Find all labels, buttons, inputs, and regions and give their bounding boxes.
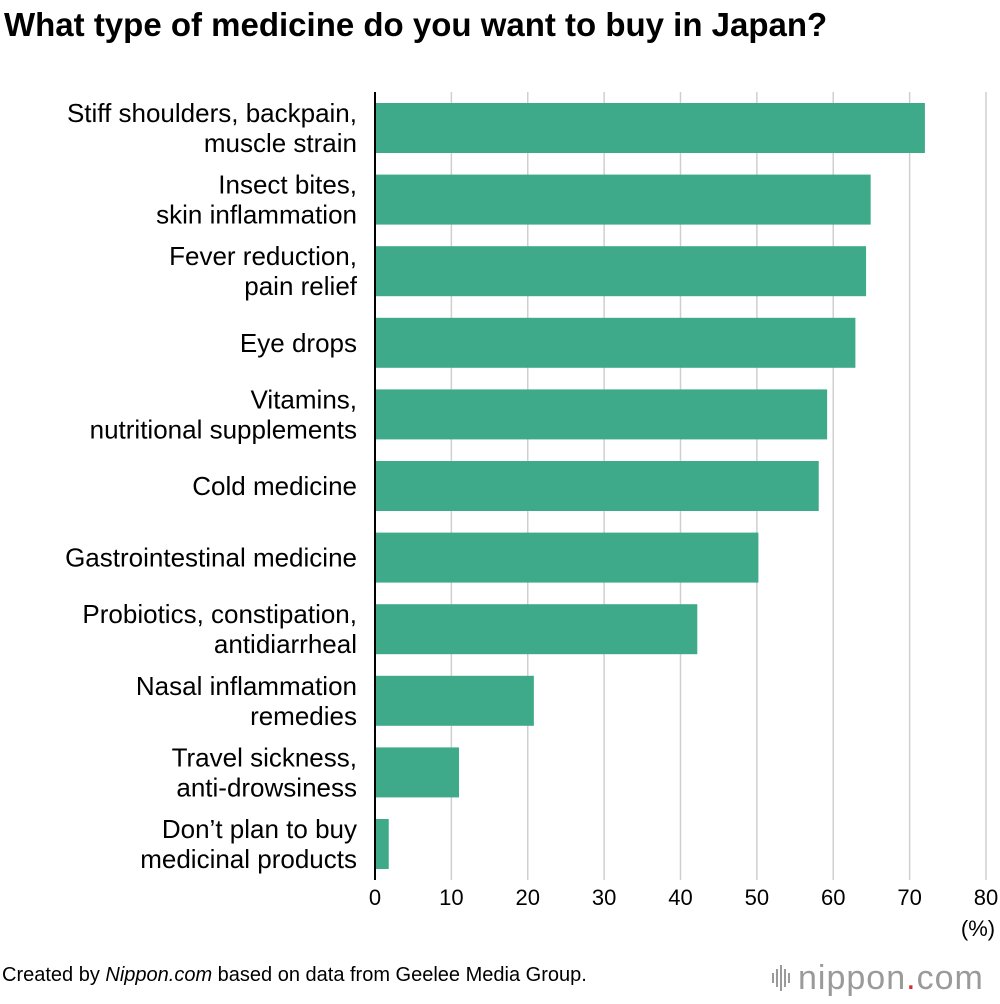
source-prefix: Created by	[2, 964, 106, 986]
logo-name: nippon	[798, 958, 907, 997]
category-label: Probiotics, constipation,	[82, 599, 357, 629]
x-tick-labels: 0 10 20 30 40 50 60 70 80	[369, 885, 998, 910]
nippon-logo: nippon.com	[772, 958, 998, 998]
bar	[375, 819, 389, 869]
category-label: skin inflammation	[156, 200, 357, 230]
category-label: Insect bites,	[218, 170, 357, 200]
category-label: remedies	[250, 701, 357, 731]
bar	[375, 747, 460, 798]
bar	[375, 675, 534, 726]
category-label: Don’t plan to buy	[162, 814, 357, 844]
source-note: Created by Nippon.com based on data from…	[2, 964, 587, 987]
x-tick-label: 60	[821, 885, 845, 910]
category-labels: Stiff shoulders, backpain,muscle strain I…	[65, 98, 358, 874]
category-label: pain relief	[244, 271, 358, 301]
logo-dot: .	[906, 958, 917, 997]
bar	[375, 246, 867, 297]
bar	[375, 174, 871, 225]
category-label: Stiff shoulders, backpain,	[67, 98, 357, 128]
category-label: muscle strain	[204, 128, 357, 158]
chart-title: What type of medicine do you want to buy…	[4, 6, 827, 43]
category-label: anti-drowsiness	[176, 772, 357, 802]
bar	[375, 532, 759, 583]
category-label: Gastrointestinal medicine	[65, 543, 357, 573]
bar	[375, 103, 925, 153]
x-tick-label: 40	[668, 885, 692, 910]
x-tick-label: 10	[439, 885, 463, 910]
source-suffix: based on data from Geelee Media Group.	[212, 964, 587, 986]
x-tick-label: 80	[974, 885, 998, 910]
category-label: Eye drops	[240, 328, 357, 358]
bar	[375, 461, 819, 511]
sound-bars-icon	[772, 963, 792, 993]
category-label: medicinal products	[140, 844, 357, 874]
category-label: Cold medicine	[192, 471, 357, 501]
bars	[375, 103, 925, 869]
bar	[375, 389, 828, 440]
category-label: Vitamins,	[251, 384, 357, 414]
x-tick-label: 70	[897, 885, 921, 910]
source-name: Nippon.com	[105, 964, 213, 986]
bar	[375, 604, 698, 655]
x-tick-label: 30	[592, 885, 616, 910]
category-label: antidiarrheal	[214, 629, 357, 659]
category-label: nutritional supplements	[90, 414, 357, 444]
bar	[375, 317, 856, 368]
x-tick-label: 20	[516, 885, 540, 910]
unit-label: (%)	[961, 916, 995, 941]
x-tick-label: 50	[745, 885, 769, 910]
category-label: Travel sickness,	[172, 742, 357, 772]
category-label: Fever reduction,	[169, 241, 357, 271]
logo-tld: com	[916, 958, 984, 997]
category-label: Nasal inflammation	[136, 671, 357, 701]
x-tick-label: 0	[369, 885, 381, 910]
bar-chart: What type of medicine do you want to buy…	[4, 6, 998, 941]
